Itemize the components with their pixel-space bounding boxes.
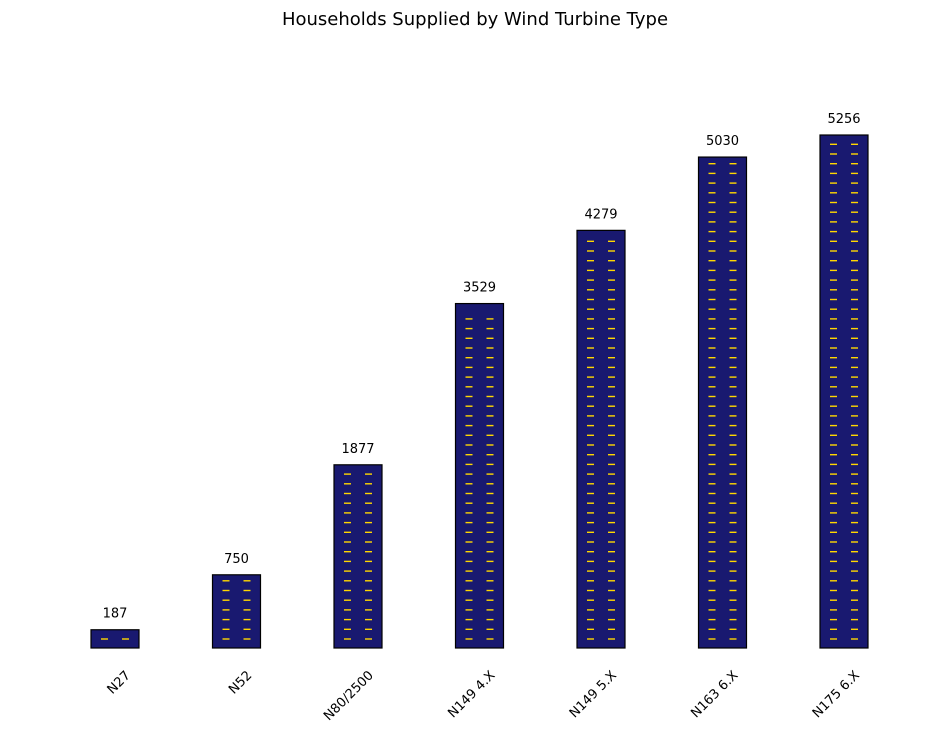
x-tick-label: N149 4.X bbox=[445, 668, 498, 721]
bar-value-label: 750 bbox=[224, 552, 249, 567]
bar bbox=[454, 302, 505, 649]
bar-value-label: 4279 bbox=[584, 207, 617, 222]
x-tick-label: N52 bbox=[226, 668, 255, 697]
bar bbox=[333, 464, 383, 649]
x-tick-label: N149 5.X bbox=[567, 668, 620, 721]
bar-group bbox=[576, 229, 626, 649]
bar-value-label: 5256 bbox=[827, 112, 860, 127]
bar-group bbox=[697, 156, 748, 649]
bar-group bbox=[211, 574, 262, 649]
x-tick-label: N175 6.X bbox=[810, 668, 863, 721]
value-labels-group: 187 750 1877 3529 4279 5030 5256 bbox=[103, 112, 861, 622]
bar bbox=[697, 156, 748, 649]
bar bbox=[90, 629, 140, 649]
bar-group bbox=[454, 302, 505, 649]
bar-group bbox=[819, 134, 869, 649]
bar-group bbox=[333, 464, 383, 649]
bar bbox=[576, 229, 626, 649]
bar-value-label: 3529 bbox=[463, 281, 496, 296]
bars-group bbox=[90, 134, 869, 649]
x-tick-label: N163 6.X bbox=[688, 668, 741, 721]
chart-title: Households Supplied by Wind Turbine Type bbox=[282, 9, 668, 30]
bar-value-label: 1877 bbox=[341, 442, 374, 457]
x-tick-labels-group: N27 N52 N80/2500 N149 4.X N149 5.X N163 6.X N1… bbox=[105, 668, 863, 724]
x-tick-label: N80/2500 bbox=[321, 668, 377, 724]
x-tick-label: N27 bbox=[105, 668, 134, 697]
bar bbox=[211, 574, 262, 649]
bar-group bbox=[90, 629, 140, 649]
bar-value-label: 187 bbox=[103, 607, 128, 622]
bar-value-label: 5030 bbox=[706, 134, 739, 149]
bar bbox=[819, 134, 869, 649]
